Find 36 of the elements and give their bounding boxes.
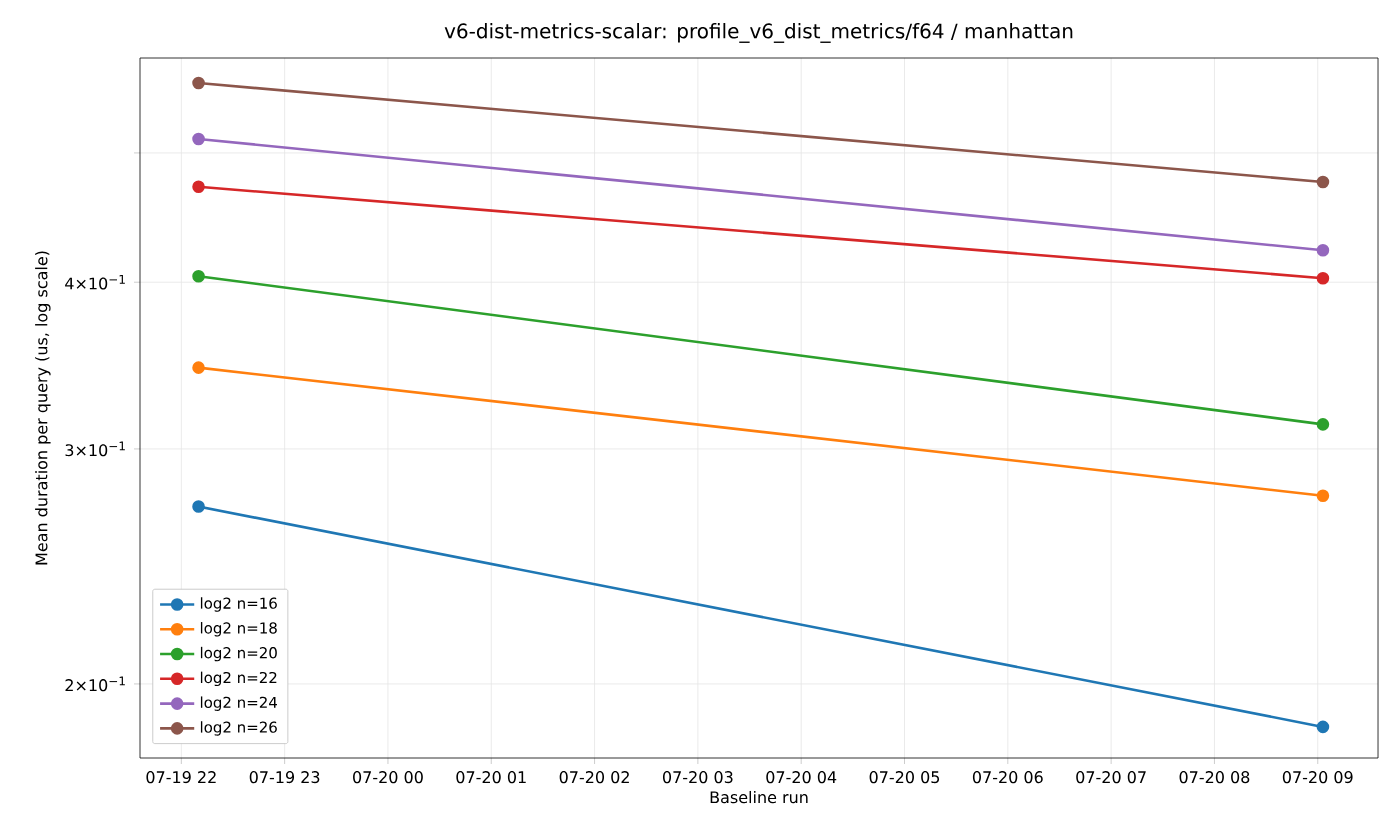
legend-label: log2 n=20 <box>200 646 277 662</box>
x-tick-label: 07-19 22 <box>146 771 216 784</box>
legend-label: log2 n=24 <box>200 696 277 711</box>
point <box>192 76 205 90</box>
y-tick-label: 4×10$^{−1}$ <box>65 274 125 290</box>
legend-label: log2 n=26 <box>200 721 277 736</box>
x-tick-label: 07-20 07 <box>1076 771 1146 784</box>
point <box>1316 243 1330 257</box>
x-tick-label: 07-20 06 <box>972 771 1043 784</box>
y-tick-label: 2×10$^{−1}$ <box>65 676 125 692</box>
point <box>1316 489 1330 503</box>
x-tick-label: 07-20 00 <box>353 771 423 784</box>
point <box>1316 271 1330 285</box>
x-tick-label: 07-20 02 <box>559 771 629 784</box>
x-tick-label: 07-20 09 <box>1282 771 1353 784</box>
legend-label: log2 n=22 <box>200 671 277 687</box>
x-tick-label: 07-20 03 <box>662 771 733 784</box>
point <box>1316 175 1330 189</box>
legend-label: log2 n=16 <box>200 597 277 612</box>
x-tick-label: 07-20 08 <box>1179 771 1250 784</box>
point <box>1316 418 1330 431</box>
point <box>192 180 205 194</box>
point <box>192 269 205 283</box>
x-tick-label: 07-20 05 <box>869 771 940 784</box>
point <box>192 500 205 513</box>
y-axis-title: Mean duration per query (us, log scale) <box>35 251 51 565</box>
x-axis-title: Baseline run <box>710 790 808 804</box>
chart-title: v6-dist-metrics-scalar: profile_v6_dist_metrics/f64 / manhattan <box>444 23 1073 43</box>
point <box>192 361 205 374</box>
x-tick-label: 07-20 01 <box>456 771 526 784</box>
x-tick-label: 07-19 23 <box>249 771 320 784</box>
point <box>192 132 205 146</box>
point <box>1316 720 1330 734</box>
y-tick-label: 3×10$^{−1}$ <box>65 441 125 457</box>
x-tick-label: 07-20 04 <box>766 771 837 784</box>
legend-label: log2 n=18 <box>200 622 277 637</box>
